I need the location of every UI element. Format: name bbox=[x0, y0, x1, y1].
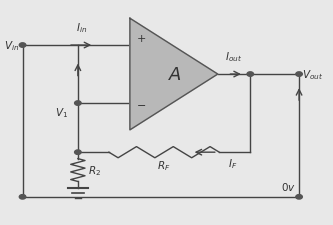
Circle shape bbox=[247, 72, 253, 77]
Circle shape bbox=[296, 72, 302, 77]
Circle shape bbox=[296, 195, 302, 199]
Circle shape bbox=[19, 195, 26, 199]
Polygon shape bbox=[130, 19, 218, 130]
Text: $R_2$: $R_2$ bbox=[88, 163, 101, 177]
Text: +: + bbox=[137, 34, 146, 44]
Text: $I_F$: $I_F$ bbox=[227, 157, 237, 171]
Circle shape bbox=[75, 101, 81, 106]
Circle shape bbox=[19, 44, 26, 48]
Text: $R_F$: $R_F$ bbox=[157, 159, 171, 173]
Text: $V_{in}$: $V_{in}$ bbox=[4, 39, 19, 53]
Text: $I_{out}$: $I_{out}$ bbox=[225, 50, 243, 64]
Text: −: − bbox=[137, 101, 146, 111]
Text: $0v$: $0v$ bbox=[281, 180, 296, 193]
Circle shape bbox=[75, 150, 81, 155]
Text: $V_{out}$: $V_{out}$ bbox=[302, 68, 324, 82]
Text: $I_{in}$: $I_{in}$ bbox=[76, 21, 87, 35]
Text: $V_1$: $V_1$ bbox=[55, 106, 68, 119]
Text: A: A bbox=[169, 66, 181, 84]
